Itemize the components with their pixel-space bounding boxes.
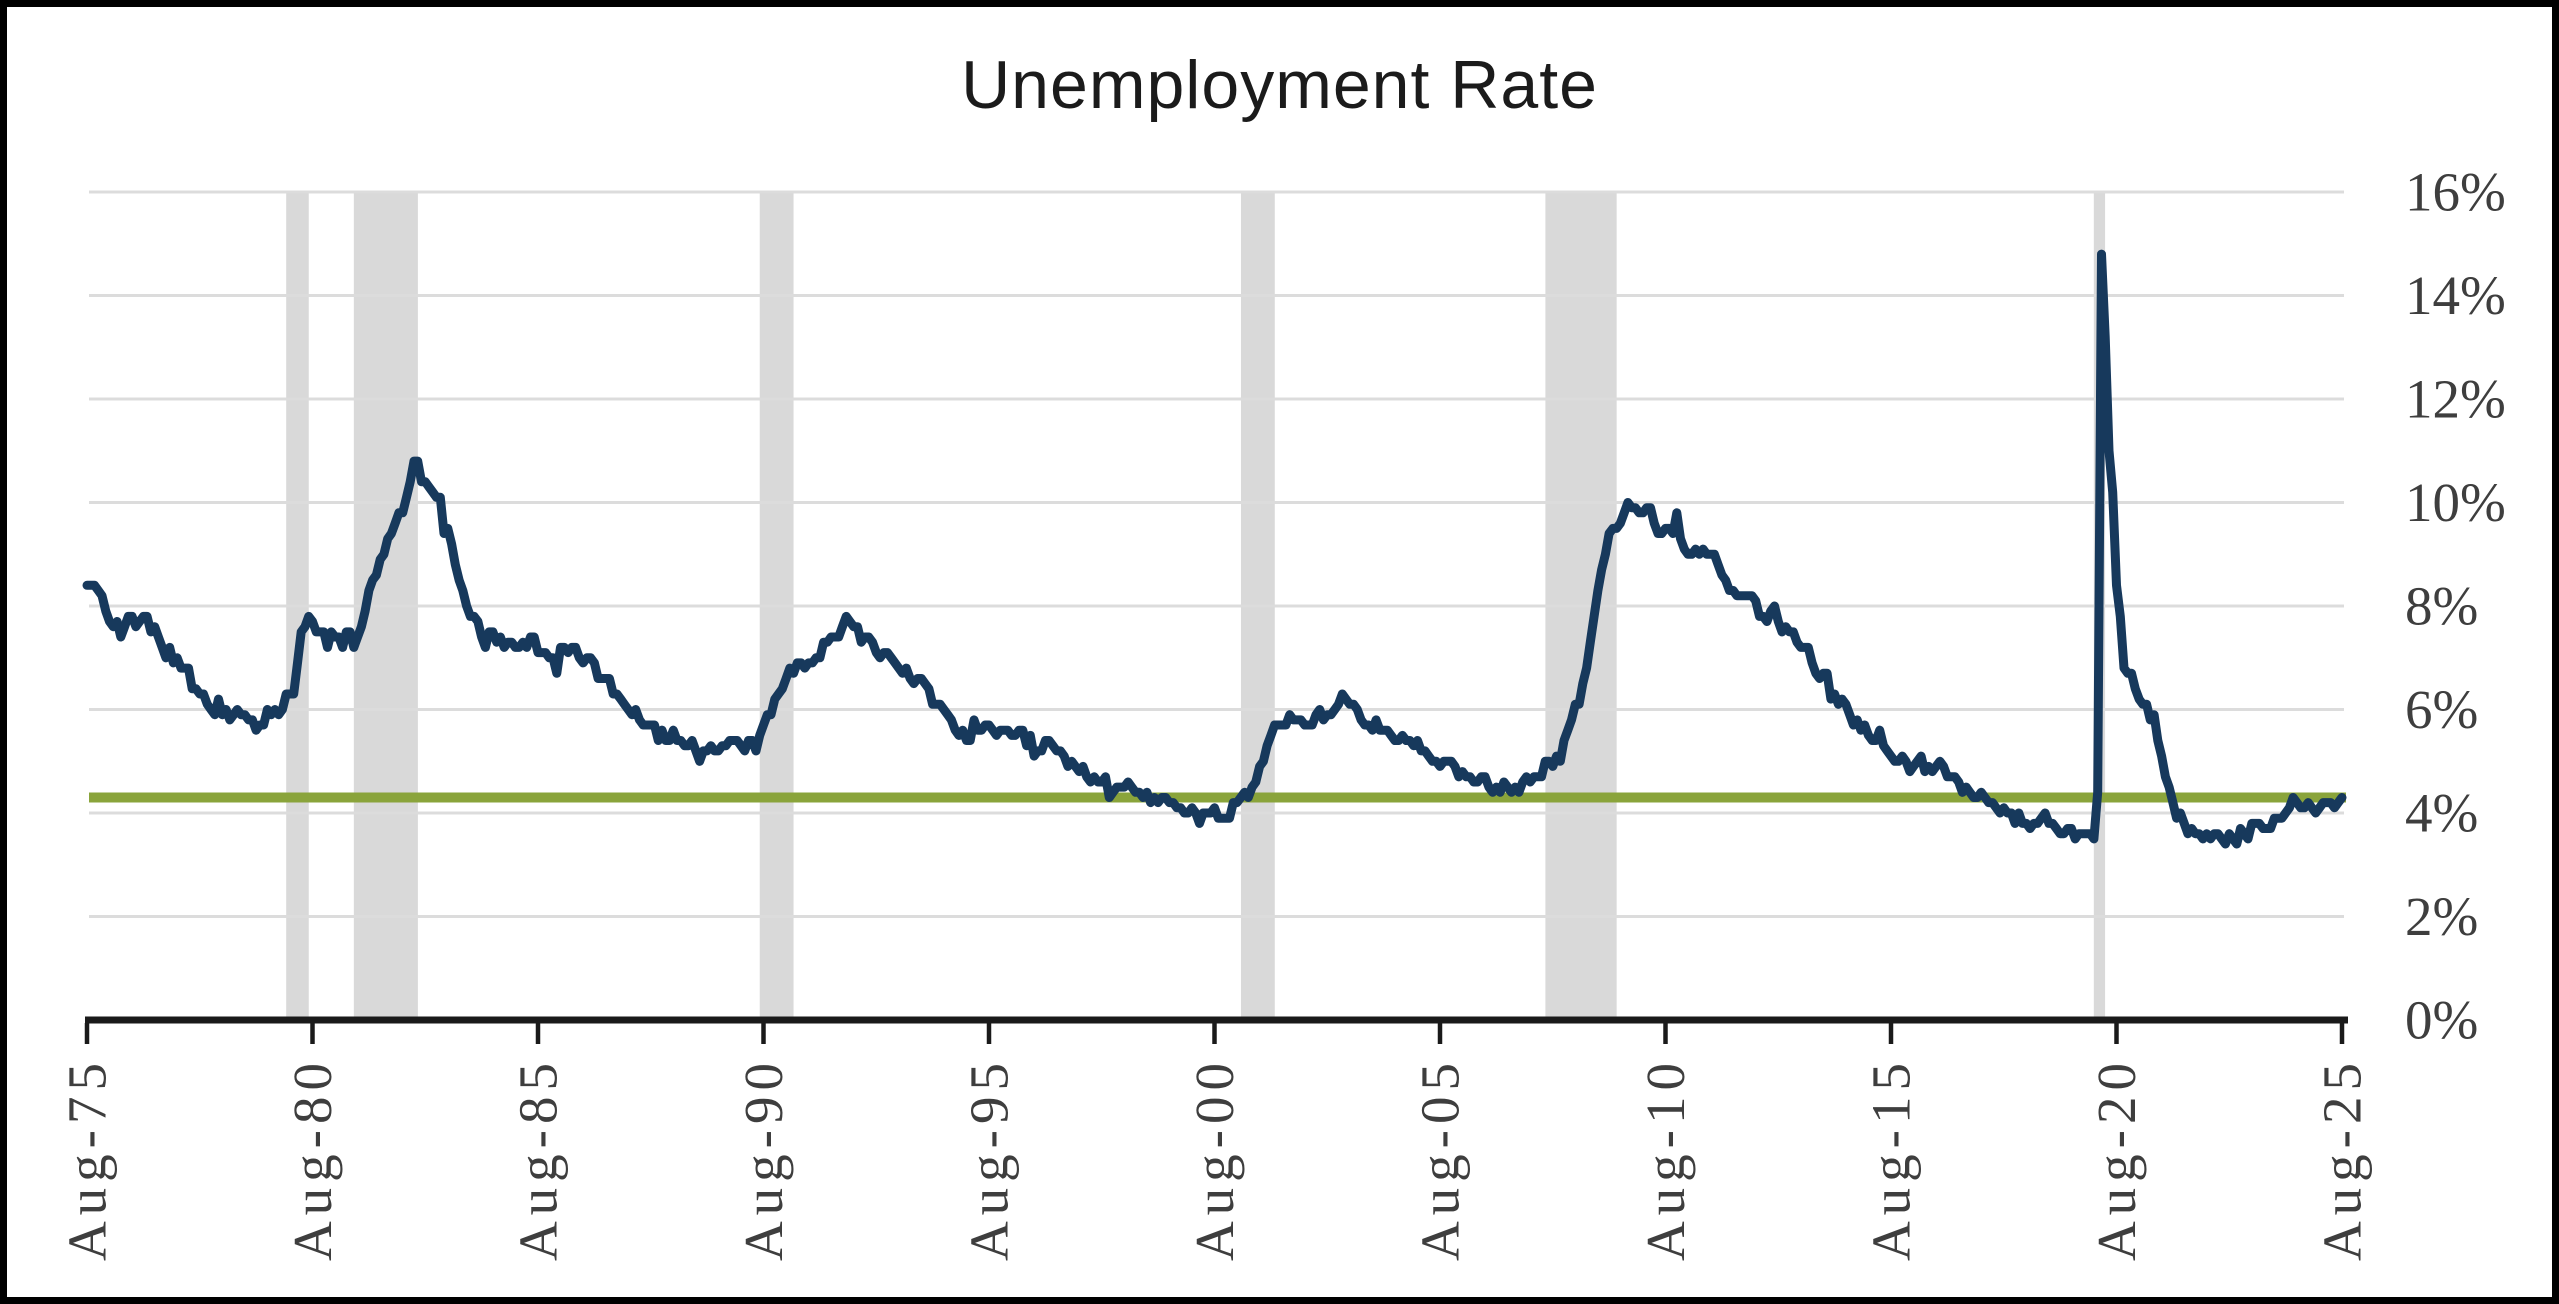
x-tick-label: Aug-80	[282, 1057, 343, 1261]
x-axis	[84, 1016, 2348, 1044]
y-tick-label: 4%	[2405, 783, 2478, 844]
y-tick-label: 10%	[2405, 472, 2506, 533]
x-tick-label: Aug-85	[508, 1057, 569, 1261]
unemployment-line-group	[82, 249, 2347, 849]
chart-title: Unemployment Rate	[961, 47, 1598, 123]
unemployment-line	[82, 249, 2347, 849]
x-tick-label: Aug-25	[2312, 1057, 2373, 1261]
x-tick-label: Aug-10	[1635, 1057, 1696, 1261]
y-tick-label: 6%	[2405, 679, 2478, 740]
y-tick-label: 16%	[2405, 162, 2506, 223]
y-tick-label: 0%	[2405, 990, 2478, 1051]
x-tick-label: Aug-05	[1410, 1057, 1471, 1261]
x-tick-label: Aug-15	[1861, 1057, 1922, 1261]
y-tick-label: 8%	[2405, 576, 2478, 637]
x-tick-label: Aug-75	[57, 1057, 118, 1261]
x-tick-label: Aug-00	[1184, 1057, 1245, 1261]
y-tick-label: 2%	[2405, 886, 2478, 947]
y-tick-label: 12%	[2405, 369, 2506, 430]
x-tick-label: Aug-95	[959, 1057, 1020, 1261]
x-tick-label: Aug-20	[2086, 1057, 2147, 1261]
y-tick-labels: 0% 2% 4% 6% 8% 10% 12% 14% 16%	[2405, 162, 2506, 1051]
x-tick-label: Aug-90	[733, 1057, 794, 1261]
plot-area: Aug-75 Aug-80 Aug-85 Aug-90 Aug-95 Aug-00 Aug-…	[57, 162, 2506, 1262]
x-tick-labels: Aug-75 Aug-80 Aug-85 Aug-90 Aug-95 Aug-00 Aug-…	[57, 1057, 2373, 1261]
y-tick-label: 14%	[2405, 265, 2506, 326]
